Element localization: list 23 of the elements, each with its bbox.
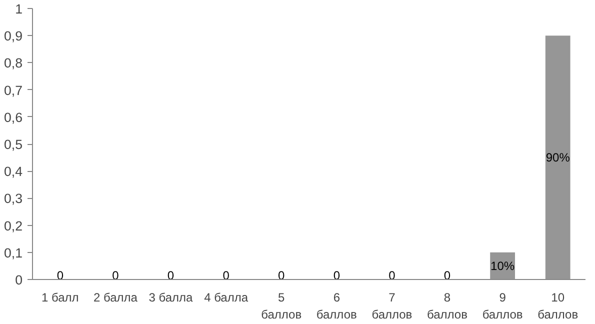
- y-tick-label: 1: [15, 2, 23, 16]
- y-tick-label: 0,5: [4, 137, 23, 152]
- y-tick-label: 0,9: [4, 28, 23, 44]
- y-tick-label: 0,4: [4, 164, 24, 180]
- x-tick-label: 5 баллов: [261, 290, 302, 322]
- x-tick-label: 3 балла: [148, 290, 194, 304]
- y-tick-label: 0,1: [4, 245, 23, 260]
- y-tick-label: 0,7: [4, 82, 23, 98]
- x-tick-label: 1 балл: [42, 290, 79, 304]
- x-tick-label: 4 балла: [204, 290, 248, 304]
- y-tick-label: 0,6: [4, 110, 23, 125]
- x-tick-label: 8 баллов: [427, 290, 468, 322]
- x-tick-label: 7 баллов: [372, 290, 412, 322]
- data-label: 10%: [490, 258, 515, 273]
- x-tick-label: 2 балла: [93, 290, 138, 304]
- x-tick-label: 6 баллов: [316, 290, 357, 322]
- x-tick-label: 10 баллов: [538, 290, 578, 322]
- y-tick-label: 0: [15, 272, 23, 288]
- y-tick-label: 0,8: [4, 56, 23, 71]
- y-tick-label: 0,2: [4, 218, 23, 234]
- y-tick-label: 0,3: [4, 191, 23, 206]
- x-tick-label: 9 баллов: [482, 290, 523, 322]
- data-label: 90%: [546, 150, 570, 165]
